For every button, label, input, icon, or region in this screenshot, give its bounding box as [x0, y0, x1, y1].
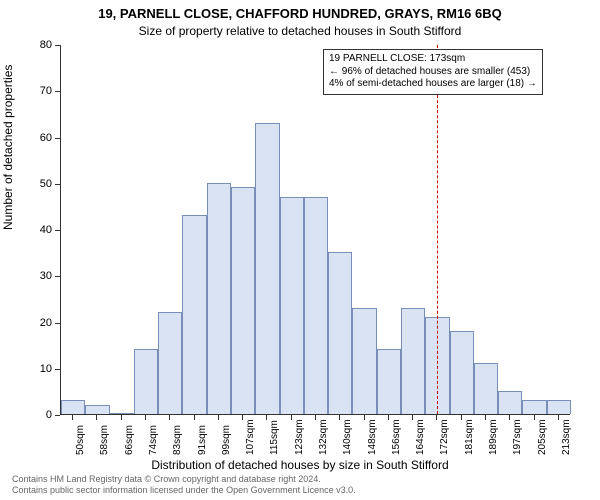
x-tick-mark [364, 415, 365, 420]
x-tick-mark [436, 415, 437, 420]
y-tick-label: 40 [40, 224, 52, 236]
bar [134, 349, 158, 414]
y-tick-label: 80 [40, 39, 52, 51]
x-tick-label: 99sqm [221, 425, 232, 455]
x-tick-label: 132sqm [318, 419, 329, 455]
x-tick-label: 213sqm [561, 419, 572, 455]
annotation-line: 4% of semi-detached houses are larger (1… [329, 78, 537, 91]
x-tick-label: 66sqm [124, 425, 135, 455]
x-tick-mark [388, 415, 389, 420]
x-tick-mark [315, 415, 316, 420]
x-tick-mark [72, 415, 73, 420]
bar [85, 405, 109, 414]
x-tick-label: 172sqm [439, 419, 450, 455]
y-tick-label: 10 [40, 363, 52, 375]
x-tick-label: 181sqm [464, 419, 475, 455]
y-axis-ticks: 01020304050607080 [0, 45, 60, 415]
x-tick-label: 50sqm [75, 425, 86, 455]
bar [61, 400, 85, 414]
x-tick-mark [145, 415, 146, 420]
bar [547, 400, 571, 414]
chart-container: 19, PARNELL CLOSE, CHAFFORD HUNDRED, GRA… [0, 0, 600, 500]
y-tick-label: 20 [40, 317, 52, 329]
bar [304, 197, 328, 414]
x-tick-mark [266, 415, 267, 420]
footer-attribution: Contains HM Land Registry data © Crown c… [12, 474, 356, 496]
reference-line [437, 45, 438, 414]
x-tick-mark [412, 415, 413, 420]
x-tick-mark [242, 415, 243, 420]
footer-line-2: Contains public sector information licen… [12, 485, 356, 496]
x-tick-mark [121, 415, 122, 420]
footer-line-1: Contains HM Land Registry data © Crown c… [12, 474, 356, 485]
x-tick-mark [194, 415, 195, 420]
bar [182, 215, 206, 414]
x-tick-label: 115sqm [269, 420, 280, 455]
chart-title-sub: Size of property relative to detached ho… [0, 24, 600, 38]
bar [474, 363, 498, 414]
plot-area: 19 PARNELL CLOSE: 173sqm← 96% of detache… [60, 45, 570, 415]
x-tick-label: 107sqm [245, 419, 256, 455]
x-tick-mark [218, 415, 219, 420]
x-tick-label: 197sqm [512, 419, 523, 455]
bars-group [61, 45, 570, 414]
chart-title-main: 19, PARNELL CLOSE, CHAFFORD HUNDRED, GRA… [0, 6, 600, 21]
x-tick-label: 123sqm [294, 419, 305, 455]
bar [255, 123, 279, 414]
bar [280, 197, 304, 414]
y-tick-label: 60 [40, 132, 52, 144]
x-tick-mark [461, 415, 462, 420]
x-tick-label: 83sqm [172, 425, 183, 455]
bar [401, 308, 425, 414]
x-tick-label: 91sqm [197, 425, 208, 455]
y-tick-label: 50 [40, 178, 52, 190]
bar [207, 183, 231, 414]
annotation-line: 19 PARNELL CLOSE: 173sqm [329, 53, 537, 66]
x-tick-mark [96, 415, 97, 420]
bar [110, 413, 134, 414]
annotation-line: ← 96% of detached houses are smaller (45… [329, 66, 537, 79]
x-tick-mark [509, 415, 510, 420]
x-tick-label: 74sqm [148, 425, 159, 455]
x-tick-label: 140sqm [342, 419, 353, 455]
bar [377, 349, 401, 414]
x-tick-label: 164sqm [415, 419, 426, 455]
x-tick-mark [558, 415, 559, 420]
x-tick-label: 189sqm [488, 419, 499, 455]
bar [352, 308, 376, 414]
x-axis-label: Distribution of detached houses by size … [0, 458, 600, 472]
y-tick-label: 30 [40, 270, 52, 282]
x-tick-label: 156sqm [391, 419, 402, 455]
x-tick-mark [534, 415, 535, 420]
y-tick-label: 0 [46, 409, 52, 421]
annotation-box: 19 PARNELL CLOSE: 173sqm← 96% of detache… [323, 49, 543, 95]
x-tick-mark [169, 415, 170, 420]
x-tick-mark [339, 415, 340, 420]
bar [450, 331, 474, 414]
x-tick-label: 148sqm [367, 419, 378, 455]
x-tick-mark [291, 415, 292, 420]
x-tick-label: 58sqm [99, 425, 110, 455]
y-tick-label: 70 [40, 85, 52, 97]
x-tick-label: 205sqm [537, 419, 548, 455]
bar [328, 252, 352, 414]
x-tick-mark [485, 415, 486, 420]
bar [498, 391, 522, 414]
bar [231, 187, 255, 414]
bar [158, 312, 182, 414]
bar [522, 400, 546, 414]
